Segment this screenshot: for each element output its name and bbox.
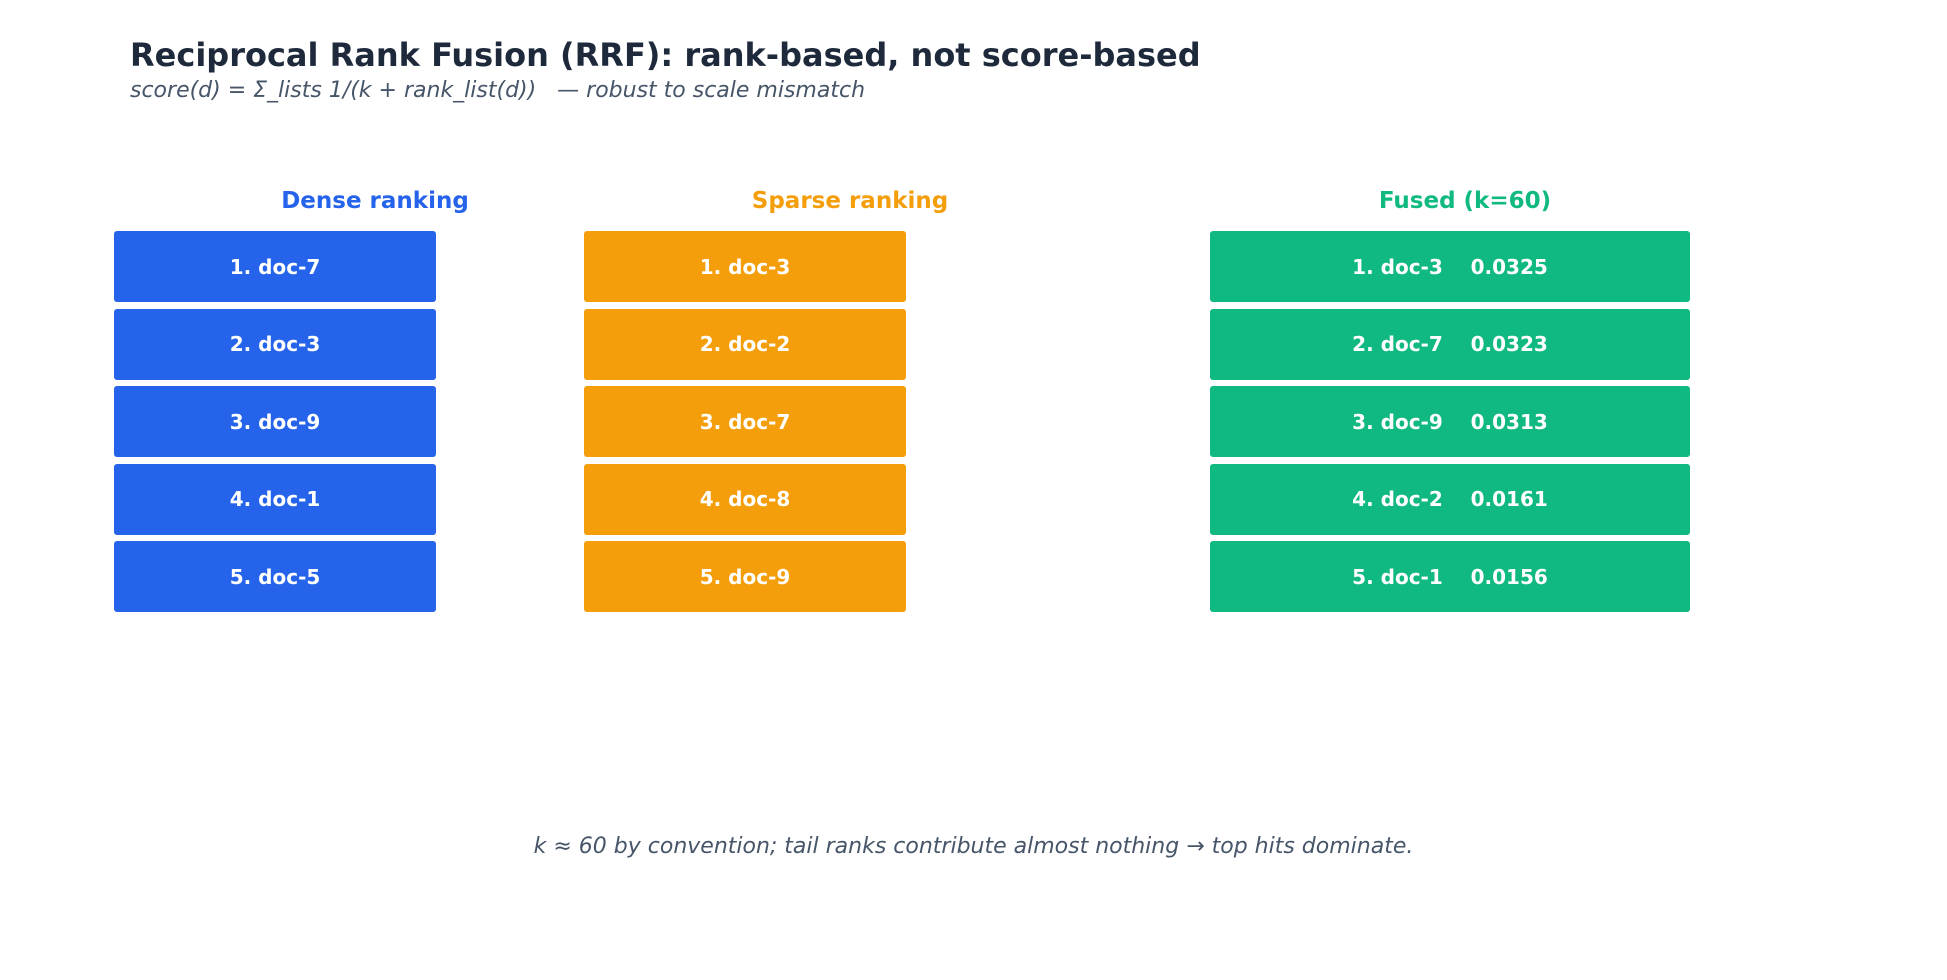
sparse-rank-item: 3. doc-7 [584,386,906,457]
sparse-rank-item: 1. doc-3 [584,231,906,302]
dense-rank-item: 4. doc-1 [114,463,436,535]
fused-rank-item: 4. doc-2 0.0161 [1210,463,1690,535]
diagram-title: Reciprocal Rank Fusion (RRF): rank-based… [130,36,1201,74]
sparse-rank-item: 5. doc-9 [584,541,906,612]
diagram-subtitle: score(d) = Σ_lists 1/(k + rank_list(d)) … [130,78,866,103]
dense-rank-item: 1. doc-7 [114,231,436,302]
fused-ranking-list: 1. doc-3 0.0325 2. doc-7 0.0323 3. doc-9… [1210,231,1690,619]
dense-rank-item: 3. doc-9 [114,386,436,457]
sparse-rank-item: 2. doc-2 [584,308,906,380]
fused-rank-item: 3. doc-9 0.0313 [1210,386,1690,457]
sparse-ranking-header: Sparse ranking [751,188,949,214]
dense-rank-item: 2. doc-3 [114,308,436,380]
footnote: k ≈ 60 by convention; tail ranks contrib… [533,834,1414,859]
dense-rank-item: 5. doc-5 [114,541,436,612]
fused-rank-item: 5. doc-1 0.0156 [1210,541,1690,612]
dense-ranking-list: 1. doc-7 2. doc-3 3. doc-9 4. doc-1 5. d… [114,231,436,619]
fused-ranking-header: Fused (k=60) [1378,188,1552,214]
fused-rank-item: 1. doc-3 0.0325 [1210,231,1690,302]
fused-rank-item: 2. doc-7 0.0323 [1210,308,1690,380]
dense-ranking-header: Dense ranking [281,188,469,214]
sparse-ranking-list: 1. doc-3 2. doc-2 3. doc-7 4. doc-8 5. d… [584,231,906,619]
sparse-rank-item: 4. doc-8 [584,463,906,535]
